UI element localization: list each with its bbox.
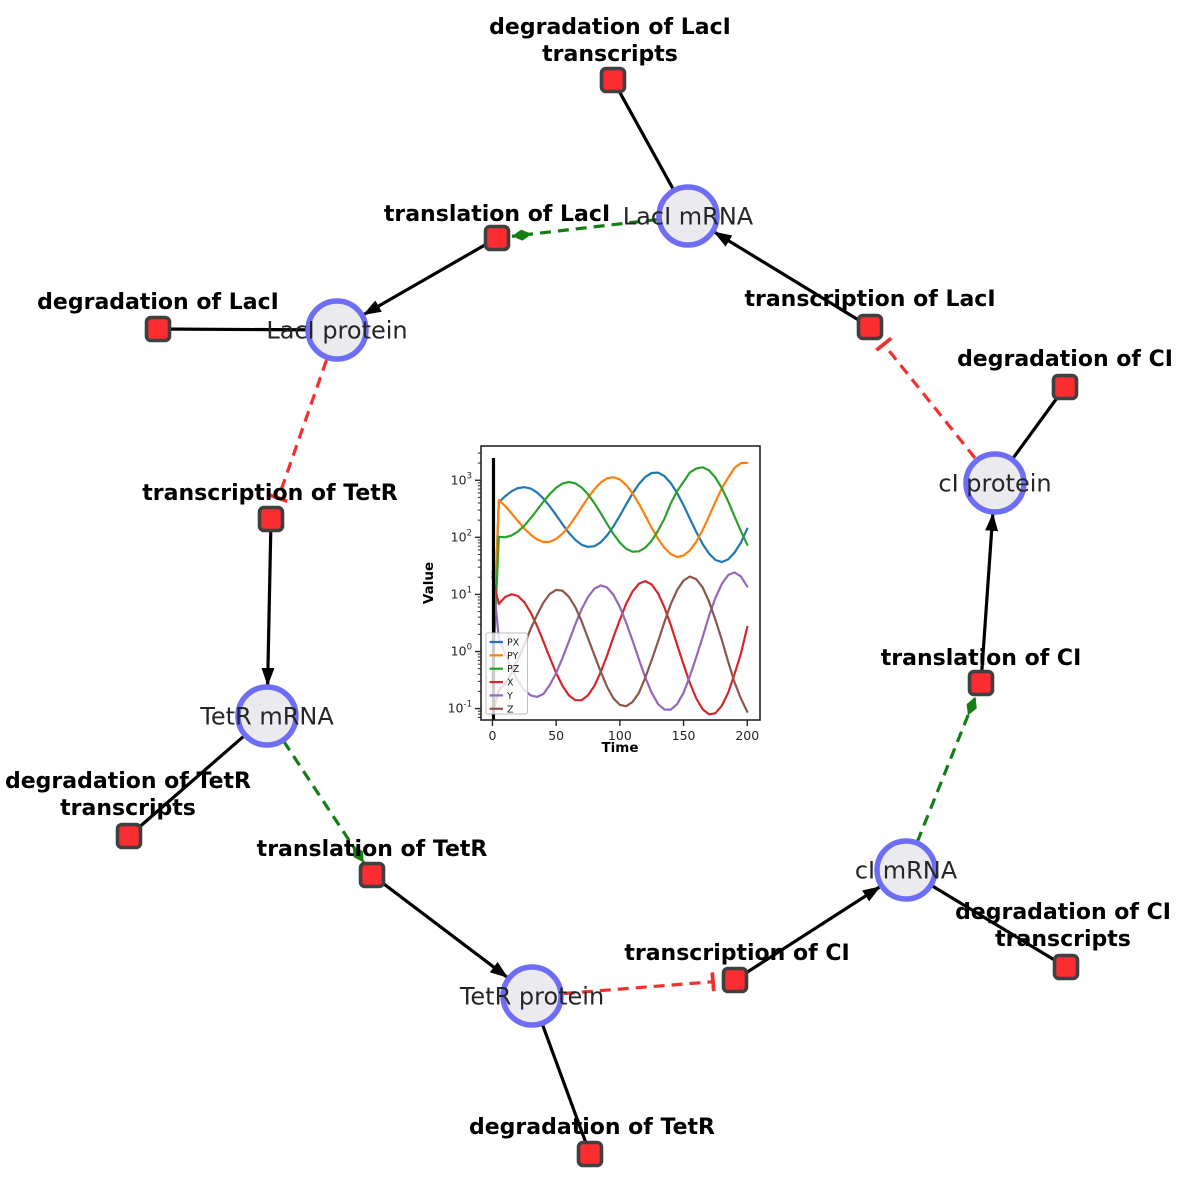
reaction-label-deg_TetR_tx: degradation of TetR [5, 769, 251, 794]
edge-inhibition-LacI_protein-txn_TetR [268, 359, 328, 504]
labels-layer: degradation of LacItranscriptstranslatio… [5, 15, 1173, 1140]
species-label-LacI_mRNA: LacI mRNA [623, 203, 754, 231]
reaction-label-deg_LacI_tx: transcripts [542, 42, 678, 67]
reaction-label-txn_TetR: transcription of TetR [142, 481, 398, 506]
reaction-label-deg_TetR_tx: transcripts [60, 796, 196, 821]
legend-box [485, 632, 528, 715]
edge-modifier-cI_mRNA-transl_CI [915, 696, 977, 843]
species-node-TetR_mRNA [235, 684, 299, 748]
reaction-node-txn_CI [721, 966, 749, 994]
reaction-node-deg_TetR [576, 1140, 604, 1168]
species-label-LacI_protein: LacI protein [266, 317, 407, 345]
x-tick-label: 200 [735, 728, 759, 743]
y-tick-label: 103 [451, 471, 472, 487]
series-PY [491, 461, 749, 670]
time-course-plot: 0 50 100 150 200 10-1 100 101 102 103 PX PY PZ XYZ T… [421, 445, 761, 756]
species-label-TetR_mRNA: TetR mRNA [199, 703, 334, 731]
edge-modifier-TetR_mRNA-transl_TetR [282, 740, 366, 864]
reaction-node-deg_CI_tx [1052, 953, 1080, 981]
reaction-node-deg_LacI_tx [599, 66, 627, 94]
species-label-TetR_protein: TetR protein [459, 983, 604, 1011]
edge-inhibition-TetR_protein-txn_CI [563, 972, 716, 996]
x-tick-label: 0 [488, 728, 496, 743]
reaction-label-txn_CI: transcription of CI [624, 941, 849, 966]
nodes-layer [115, 66, 1080, 1168]
species-node-cI_protein [963, 451, 1027, 515]
legend-label-PZ: PZ [507, 664, 520, 675]
species-node-cI_mRNA [874, 838, 938, 902]
species-label-cI_protein: cI protein [938, 470, 1051, 498]
reaction-node-deg_TetR_tx [115, 822, 143, 850]
legend-label-PY: PY [507, 651, 519, 662]
y-tick-label: 101 [451, 585, 472, 601]
plot-legend: PX PY PZ XYZ [485, 632, 528, 715]
reaction-label-deg_LacI: degradation of LacI [37, 290, 279, 315]
reaction-label-deg_LacI_tx: degradation of LacI [489, 15, 731, 40]
reaction-node-txn_TetR [257, 505, 285, 533]
legend-label-PX: PX [507, 638, 520, 649]
series-PX [491, 471, 749, 670]
reaction-label-transl_TetR: translation of TetR [257, 837, 488, 862]
edge-modifier-LacI_mRNA-transl_LacI [511, 217, 659, 241]
reaction-label-deg_CI: degradation of CI [957, 347, 1173, 372]
legend-label-Z: Z [507, 704, 514, 715]
reaction-label-txn_LacI: transcription of LacI [744, 287, 995, 312]
species-node-LacI_protein [305, 298, 369, 362]
reaction-node-transl_TetR [358, 861, 386, 889]
x-axis-label: Time [601, 740, 638, 756]
reaction-label-deg_TetR: degradation of TetR [469, 1115, 715, 1140]
series-PZ [491, 466, 749, 683]
edge-production-transl_LacI-LacI_protein [363, 236, 498, 316]
reaction-node-transl_CI [967, 669, 995, 697]
edge-production-transl_TetR-TetR_protein [371, 873, 509, 979]
plot-series [491, 458, 749, 720]
reaction-node-txn_LacI [856, 313, 884, 341]
x-tick-label: 100 [608, 728, 632, 743]
edge-production-txn_CI-cI_mRNA [734, 885, 881, 982]
x-tick-label: 50 [548, 728, 564, 743]
plot-border [480, 445, 761, 721]
legend-label-Y: Y [506, 691, 513, 702]
y-axis-label: Value [421, 562, 437, 604]
y-tick-label: 100 [451, 643, 472, 659]
species-node-TetR_protein [500, 964, 564, 1028]
series-Y [491, 570, 749, 711]
species-label-cI_mRNA: cI mRNA [855, 857, 958, 885]
series-Z [491, 575, 749, 716]
y-tick-label: 102 [451, 528, 472, 544]
x-tick-label: 150 [672, 728, 696, 743]
edge-inhibition-cI_protein-txn_LacI [875, 336, 977, 460]
reaction-label-transl_CI: translation of CI [881, 646, 1082, 671]
reaction-node-deg_CI [1051, 373, 1079, 401]
edge-production-txn_TetR-TetR_mRNA [261, 518, 275, 687]
reaction-label-transl_LacI: translation of LacI [384, 202, 610, 227]
reaction-label-deg_CI_tx: degradation of CI [955, 900, 1171, 925]
legend-label-X: X [507, 678, 514, 689]
edge-production-txn_LacI-LacI_mRNA [713, 230, 871, 329]
y-tick-label: 10-1 [448, 700, 472, 716]
reaction-node-deg_LacI [144, 315, 172, 343]
reaction-label-deg_CI_tx: transcripts [995, 927, 1131, 952]
plot-ticks: 0 50 100 150 200 10-1 100 101 102 103 [448, 452, 759, 743]
species-node-LacI_mRNA [656, 184, 720, 248]
edge-production-transl_CI-cI_protein [979, 512, 999, 684]
reaction-node-transl_LacI [483, 224, 511, 252]
